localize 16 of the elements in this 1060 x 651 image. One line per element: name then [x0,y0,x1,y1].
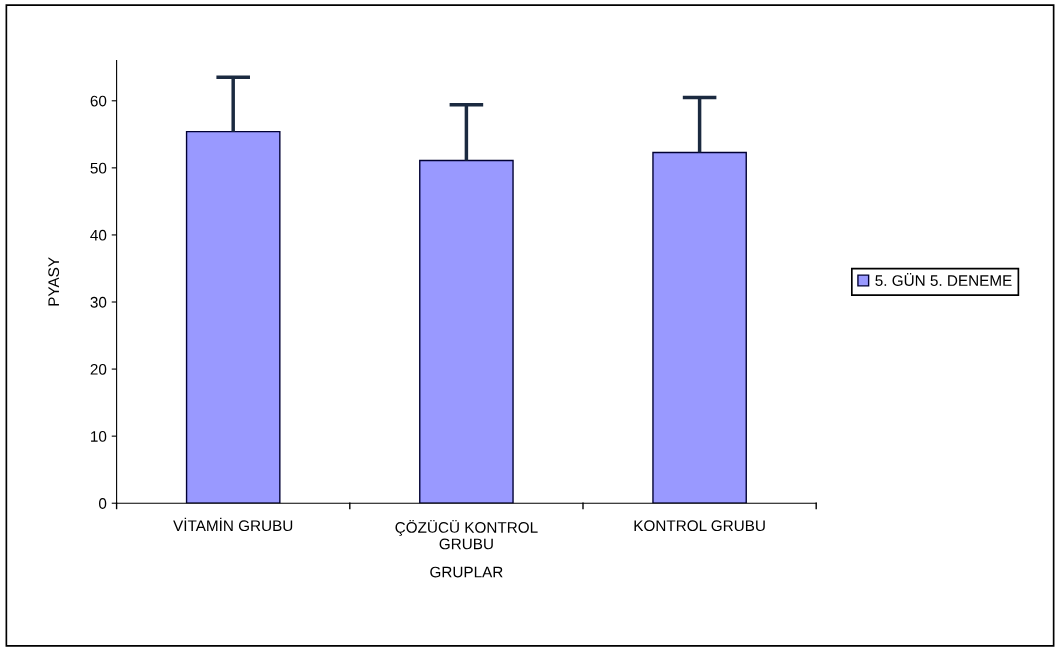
bar [419,159,514,504]
y-tick-label: 40 [90,229,107,241]
x-tick-label: ÇÖZÜCÜ KONTROL GRUBU [395,519,538,550]
y-tick-label: 30 [90,296,107,308]
bar [652,151,747,504]
bar [185,130,281,504]
x-tick-label: VİTAMİN GRUBU [173,517,293,532]
x-tick-label: KONTROL GRUBU [634,520,765,532]
y-tick-label: 20 [90,363,107,375]
legend-label: 5. GÜN 5. DENEME [875,273,1012,286]
y-tick-label: 50 [90,162,107,174]
y-tick-label: 10 [91,431,107,442]
y-axis-title: PYASY [48,257,60,306]
y-tick-label: 60 [90,95,107,107]
x-axis-title: GRUPLAR [430,566,503,578]
y-tick-label: 0 [98,498,107,509]
